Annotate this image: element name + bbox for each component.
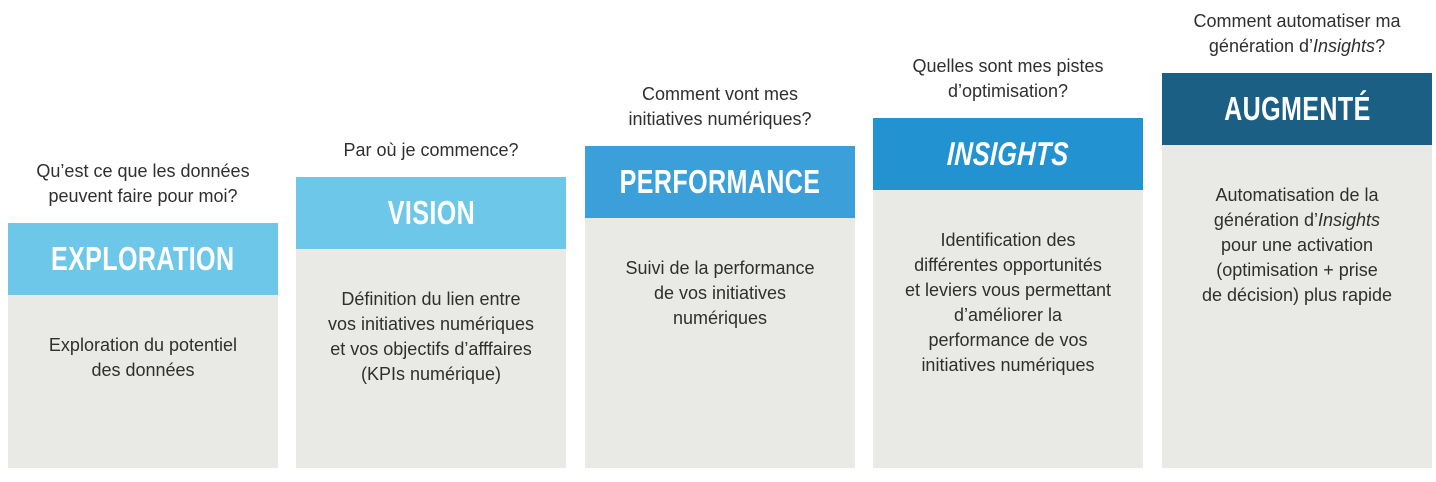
stage-title: PERFORMANCE [619,163,821,200]
stage-title: AUGMENTÉ [1223,90,1371,127]
stage-description: Identification des différentes opportuni… [904,230,1112,375]
stage-description-panel: Exploration du potentiel des données [8,295,278,468]
stage-question: Comment vont mes initiatives numériques? [628,84,812,129]
stage-header-band: EXPLORATION [8,223,278,295]
stage-header-band: AUGMENTÉ [1162,73,1432,145]
stage-title: INSIGHTS [946,135,1070,172]
stage-question: Comment automatiser ma génération d’Insi… [1193,11,1401,56]
stage-header-band: INSIGHTS [873,118,1143,190]
stage-description-panel: Définition du lien entre vos initiatives… [296,249,566,468]
stage-question: Qu’est ce que les données peuvent faire … [36,161,250,206]
stage-question: Par où je commence? [343,140,519,160]
stage-question: Quelles sont mes pistes d’optimisation? [912,56,1104,101]
stage-header-band: PERFORMANCE [585,146,855,218]
stage-header-band: VISION [296,177,566,249]
stage-column-performance: Comment vont mes initiatives numériques?… [585,0,855,482]
stage-column-exploration: Qu’est ce que les données peuvent faire … [8,0,278,482]
stage-description: Définition du lien entre vos initiatives… [327,289,535,384]
stage-column-vision: Par où je commence? VISION Définition du… [296,0,566,482]
stage-description-panel: Identification des différentes opportuni… [873,190,1143,468]
stage-title: EXPLORATION [51,240,235,277]
stage-description-panel: Automatisation de la génération d’Insigh… [1162,145,1432,468]
stage-column-augmente: Comment automatiser ma génération d’Insi… [1162,0,1432,482]
stage-description: Automatisation de la génération d’Insigh… [1201,185,1393,305]
stage-description: Exploration du potentiel des données [48,335,238,380]
stage-description-panel: Suivi de la performance de vos initiativ… [585,218,855,468]
stage-column-insights: Quelles sont mes pistes d’optimisation? … [873,0,1143,482]
stage-title: VISION [387,194,475,231]
stage-description: Suivi de la performance de vos initiativ… [625,258,815,328]
